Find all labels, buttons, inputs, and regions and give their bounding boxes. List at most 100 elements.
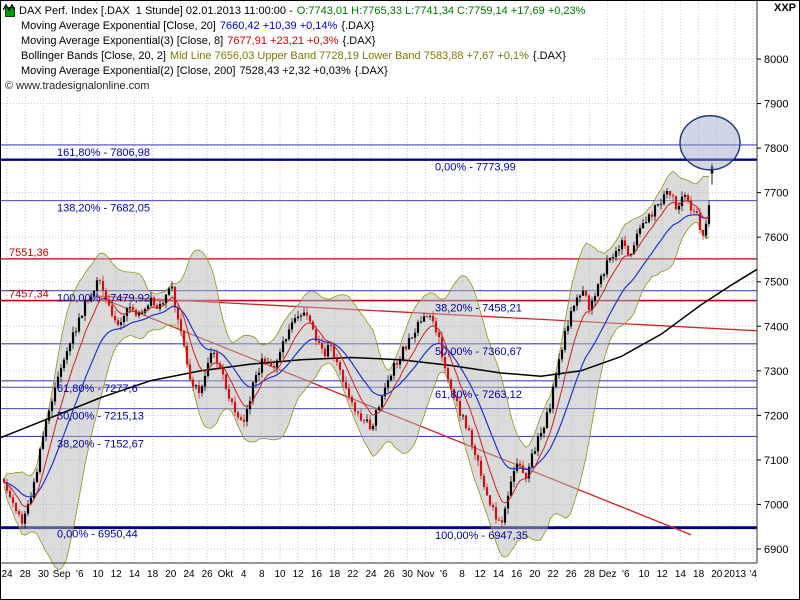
svg-text:138,20% - 7682,05: 138,20% - 7682,05 [57, 203, 150, 215]
series-ohlc-values: O:7743,01 H:7765,33 L:7741,34 C:7759,14 … [296, 5, 586, 17]
svg-text:12: 12 [657, 569, 669, 580]
legend-row-bollinger[interactable]: Bollinger Bands [Close, 20, 2] Mid Line … [3, 4, 585, 64]
legend-panel: DAX Perf. Index [.DAX 1 Stunde] 02.01.20… [3, 3, 592, 95]
svg-text:4: 4 [241, 569, 247, 580]
svg-text:61,80% - 7263,12: 61,80% - 7263,12 [435, 389, 522, 401]
wave-icon [3, 4, 17, 61]
svg-text:7500: 7500 [764, 277, 788, 289]
svg-text:7900: 7900 [764, 99, 788, 111]
wave-icon [3, 4, 17, 31]
svg-text:Sep: Sep [53, 569, 71, 580]
svg-text:7300: 7300 [764, 366, 788, 378]
svg-text:10: 10 [638, 569, 650, 580]
series-title: DAX Perf. Index [.DAX 1 Stunde] 02.01.20… [19, 5, 293, 17]
svg-text:18: 18 [329, 569, 341, 580]
svg-text:16: 16 [511, 569, 523, 580]
window-corner-label: XXP [773, 2, 796, 14]
legend-row-ema20[interactable]: Moving Average Exponential [Close, 20] 7… [3, 4, 585, 34]
svg-text:26: 26 [202, 569, 214, 580]
svg-text:8: 8 [259, 569, 265, 580]
svg-text:14: 14 [129, 569, 141, 580]
indicator-value: Mid Line 7656,03 Upper Band 7728,19 Lowe… [169, 50, 529, 62]
breakout-ellipse-annotation[interactable] [679, 115, 741, 171]
svg-text:10: 10 [274, 569, 286, 580]
indicator-value: 7528,43 +2,32 +0,03% [239, 65, 351, 77]
svg-text:50,00% - 7215,13: 50,00% - 7215,13 [57, 411, 144, 423]
svg-text:24: 24 [1, 569, 13, 580]
candlestick-series-icon [5, 6, 15, 17]
svg-text:28: 28 [20, 569, 32, 580]
svg-text:20: 20 [711, 569, 723, 580]
indicator-value: 7660,42 +10,39 +0,14% [219, 20, 338, 32]
svg-text:'4: '4 [749, 569, 757, 580]
x-axis[interactable]: 24 28 30 Sep '6 10 12 14 18 20 24 26 Okt 4 8 10 12 16 18 22… [1, 569, 757, 580]
svg-text:2013: 2013 [724, 569, 747, 580]
svg-text:26: 26 [384, 569, 396, 580]
legend-series-row[interactable]: DAX Perf. Index [.DAX 1 Stunde] 02.01.20… [5, 4, 585, 19]
svg-text:38,20% - 7458,21: 38,20% - 7458,21 [435, 302, 522, 314]
svg-text:6900: 6900 [764, 544, 788, 556]
svg-text:8000: 8000 [764, 54, 788, 66]
svg-text:Okt: Okt [218, 569, 234, 580]
indicator-label: Bollinger Bands [Close, 20, 2] [21, 50, 166, 62]
legend-row-ema200[interactable]: Moving Average Exponential(2) [Close, 20… [3, 4, 585, 79]
svg-text:30: 30 [402, 569, 414, 580]
ema8-line [3, 200, 710, 508]
svg-text:Nov: Nov [417, 569, 435, 580]
svg-text:7551,36: 7551,36 [9, 247, 49, 259]
y-axis[interactable]: 8000 7900 7800 7700 7600 7500 7400 7300 7200 7100… [757, 54, 788, 556]
svg-text:28: 28 [584, 569, 596, 580]
ema200-line [1, 268, 758, 439]
svg-text:Dez: Dez [599, 569, 617, 580]
svg-text:14: 14 [675, 569, 687, 580]
copyright-row: © www.tradesignalonline.com [5, 79, 585, 94]
svg-text:16: 16 [311, 569, 323, 580]
indicator-label: Moving Average Exponential(3) [Close, 8] [21, 35, 224, 47]
indicator-value: 7677,91 +23,21 +0,3% [227, 35, 339, 47]
svg-text:20: 20 [165, 569, 177, 580]
legend-row-ema8[interactable]: Moving Average Exponential(3) [Close, 8]… [3, 4, 585, 49]
ema20-line [3, 213, 710, 498]
indicator-symbol: {.DAX} [532, 50, 566, 62]
svg-text:7400: 7400 [764, 321, 788, 333]
svg-text:12: 12 [475, 569, 487, 580]
svg-text:12: 12 [111, 569, 123, 580]
svg-text:7100: 7100 [764, 455, 788, 467]
svg-text:30: 30 [38, 569, 50, 580]
svg-text:61,80% - 7277,6: 61,80% - 7277,6 [57, 383, 138, 395]
svg-text:100,00% - 7479,92: 100,00% - 7479,92 [57, 293, 150, 305]
svg-text:7700: 7700 [764, 188, 788, 200]
svg-text:7457,34: 7457,34 [9, 289, 49, 301]
fibonacci-labels: 161,80% - 7806,98 138,20% - 7682,05 100,00… [57, 147, 528, 542]
indicator-symbol: {.DAX} [354, 65, 388, 77]
svg-text:18: 18 [147, 569, 159, 580]
indicator-label: Moving Average Exponential [Close, 20] [21, 20, 216, 32]
svg-text:18: 18 [693, 569, 705, 580]
indicator-label: Moving Average Exponential(2) [Close, 20… [21, 65, 236, 77]
svg-text:'6: '6 [76, 569, 84, 580]
svg-text:38,20% - 7152,67: 38,20% - 7152,67 [57, 438, 144, 450]
svg-text:26: 26 [566, 569, 578, 580]
svg-text:7600: 7600 [764, 232, 788, 244]
svg-text:'6: '6 [622, 569, 630, 580]
svg-text:0,00% - 6950,44: 0,00% - 6950,44 [57, 529, 138, 541]
svg-text:'6: '6 [440, 569, 448, 580]
candlestick-series[interactable] [2, 163, 714, 529]
svg-text:7800: 7800 [764, 143, 788, 155]
indicator-symbol: {.DAX} [342, 35, 376, 47]
svg-text:0,00% - 7773,99: 0,00% - 7773,99 [435, 162, 516, 174]
axes[interactable] [1, 1, 800, 564]
svg-text:7000: 7000 [764, 499, 788, 511]
svg-text:100,00% - 6947,35: 100,00% - 6947,35 [435, 530, 528, 542]
wave-icon [3, 4, 17, 76]
indicator-symbol: {.DAX} [341, 20, 375, 32]
svg-text:161,80% - 7806,98: 161,80% - 7806,98 [57, 147, 150, 159]
svg-text:22: 22 [347, 569, 359, 580]
price-level-labels: 7551,36 7457,34 [9, 247, 49, 301]
svg-text:20: 20 [529, 569, 541, 580]
wave-icon [3, 4, 17, 46]
svg-text:14: 14 [493, 569, 505, 580]
svg-text:50,00% - 7360,67: 50,00% - 7360,67 [435, 346, 522, 358]
svg-text:10: 10 [92, 569, 104, 580]
